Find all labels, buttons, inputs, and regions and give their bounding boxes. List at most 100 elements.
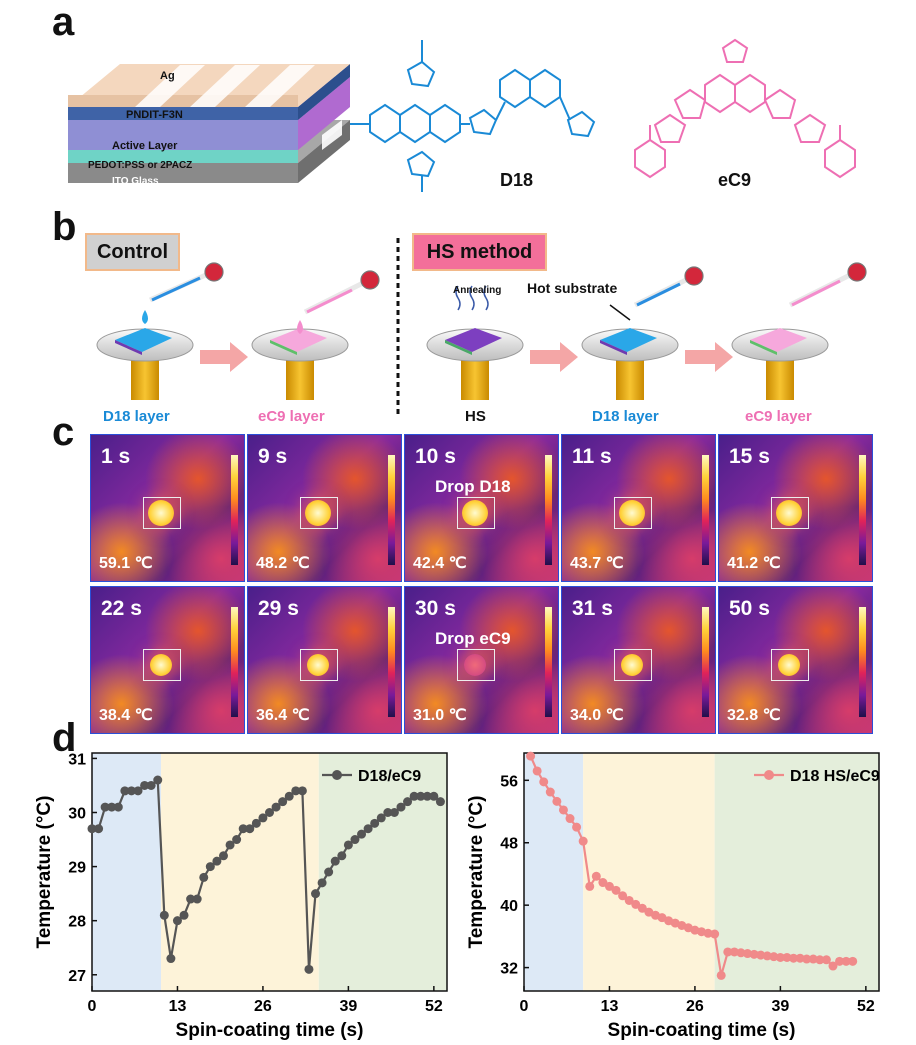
data-point xyxy=(815,955,825,965)
data-point xyxy=(278,797,288,807)
data-point xyxy=(389,808,399,817)
step-label-d18-hs: D18 layer xyxy=(592,408,659,425)
data-point xyxy=(258,813,268,823)
data-point xyxy=(618,891,628,901)
measure-box xyxy=(300,649,338,681)
data-point xyxy=(304,964,314,974)
data-point xyxy=(403,797,413,807)
data-point xyxy=(762,951,772,961)
thermal-image-grid: 1 s 59.1 ℃ 9 s 48.2 ℃ 10 s Drop D18 42.4 ℃ 11 s… xyxy=(90,434,877,739)
hot-spot xyxy=(621,654,643,676)
thermal-tile: 30 s Drop eC9 31.0 ℃ xyxy=(404,586,559,734)
d18-label: D18 xyxy=(500,170,534,190)
data-point xyxy=(265,808,274,817)
data-point xyxy=(212,856,222,866)
layer-pndit: PNDIT-F3N xyxy=(126,109,183,121)
shaded-region xyxy=(524,753,584,991)
data-point xyxy=(782,952,792,962)
y-axis-label: Temperature (°C) xyxy=(34,796,55,949)
data-point xyxy=(703,928,713,938)
data-point xyxy=(591,871,601,881)
data-point xyxy=(743,949,753,959)
data-point xyxy=(159,910,169,920)
data-point xyxy=(357,829,367,839)
tile-temperature: 32.8 ℃ xyxy=(727,707,781,724)
data-point xyxy=(383,808,393,817)
data-point xyxy=(370,818,380,828)
panel-label-d: d xyxy=(52,716,77,760)
legend-marker xyxy=(764,770,774,780)
data-point xyxy=(585,881,595,891)
panel-label-b: b xyxy=(52,205,77,249)
tile-time: 22 s xyxy=(101,597,142,620)
data-point xyxy=(297,786,307,796)
data-point xyxy=(736,948,746,958)
tile-temperature: 43.7 ℃ xyxy=(570,555,624,572)
data-point xyxy=(802,954,812,964)
layer-pedot: PEDOT:PSS or 2PACZ xyxy=(88,160,193,171)
data-point xyxy=(828,961,838,971)
step-label-d18: D18 layer xyxy=(103,408,170,425)
tile-drop-label: Drop D18 xyxy=(435,477,511,496)
data-point xyxy=(789,953,799,963)
data-point xyxy=(205,862,215,872)
data-point xyxy=(710,929,720,939)
y-tick-label: 40 xyxy=(500,898,518,915)
x-tick-label: 39 xyxy=(771,998,789,1015)
data-point xyxy=(179,910,189,920)
data-point xyxy=(186,894,196,904)
data-point xyxy=(343,840,353,850)
data-point xyxy=(133,786,143,796)
process-steps-diagram xyxy=(96,262,867,400)
color-scale-bar xyxy=(545,607,552,717)
data-point xyxy=(565,814,575,824)
hs-method-badge: HS method xyxy=(412,233,547,271)
data-point xyxy=(532,766,542,776)
data-point xyxy=(821,955,831,965)
color-scale-bar xyxy=(388,607,395,717)
color-scale-bar xyxy=(702,455,709,565)
measure-box xyxy=(457,649,495,681)
data-point xyxy=(429,791,439,801)
data-point xyxy=(245,824,255,834)
tile-temperature: 41.2 ℃ xyxy=(727,555,781,572)
data-point xyxy=(769,952,779,962)
measure-box xyxy=(614,649,652,681)
x-tick-label: 13 xyxy=(601,998,619,1015)
data-point xyxy=(598,878,608,888)
x-axis-label: Spin-coating time (s) xyxy=(608,1020,796,1040)
data-point xyxy=(225,840,235,850)
data-point xyxy=(146,780,156,790)
data-point xyxy=(218,851,228,861)
data-point xyxy=(422,791,432,801)
data-point xyxy=(835,956,845,966)
hot-spot xyxy=(305,500,331,526)
data-point xyxy=(376,813,386,823)
tile-temperature: 48.2 ℃ xyxy=(256,555,310,572)
data-point xyxy=(545,787,555,797)
step-label-ec9: eC9 layer xyxy=(258,408,325,425)
tile-drop-label: Drop eC9 xyxy=(435,629,511,648)
data-point xyxy=(416,791,426,801)
data-point xyxy=(166,954,176,964)
hot-spot xyxy=(462,500,488,526)
data-point xyxy=(795,953,805,963)
d18-structure xyxy=(350,40,596,192)
y-axis-label: Temperature (°C) xyxy=(466,796,487,949)
data-point xyxy=(140,780,150,790)
data-point xyxy=(284,791,294,801)
data-point xyxy=(396,802,406,812)
thermal-tile: 29 s 36.4 ℃ xyxy=(247,586,402,734)
tile-time: 15 s xyxy=(729,445,770,468)
ec9-label: eC9 xyxy=(718,170,752,190)
tile-time: 11 s xyxy=(572,445,612,468)
x-tick-label: 52 xyxy=(425,998,443,1015)
x-tick-label: 26 xyxy=(686,998,704,1015)
measure-box xyxy=(771,649,809,681)
data-point xyxy=(100,802,110,812)
thermal-tile: 11 s 43.7 ℃ xyxy=(561,434,716,582)
data-point xyxy=(409,791,419,801)
data-point xyxy=(539,777,549,787)
legend-label: D18/eC9 xyxy=(358,768,421,785)
y-tick-label: 56 xyxy=(500,773,518,790)
